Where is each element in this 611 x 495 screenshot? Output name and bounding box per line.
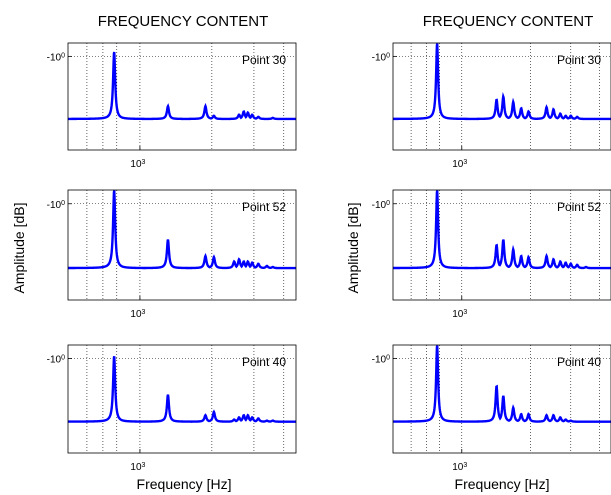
y-tick-label: -100 <box>372 52 390 64</box>
chart-panel: 103 -100 Point 40 <box>372 344 611 474</box>
chart-panel: 103 -100 Point 30 <box>47 42 297 171</box>
y-tick-label: -100 <box>47 354 65 366</box>
x-tick-label: 103 <box>452 462 467 474</box>
point-label: Point 30 <box>242 53 286 67</box>
series-line <box>68 51 296 121</box>
x-tick-label: 103 <box>452 309 467 321</box>
series-line <box>393 43 611 121</box>
right-y-axis-label: Amplitude [dB] <box>345 202 361 293</box>
point-label: Point 52 <box>242 200 286 214</box>
x-tick-label: 103 <box>452 159 467 171</box>
axes-frame <box>67 189 297 301</box>
axes-frame <box>392 189 611 301</box>
right-column-title: FREQUENCY CONTENT <box>423 13 594 30</box>
x-tick-label: 103 <box>130 309 145 321</box>
y-tick-label: -100 <box>47 199 65 211</box>
chart-panel: 103 -100 Point 52 <box>372 189 611 321</box>
series-line <box>68 190 296 270</box>
y-tick-label: -100 <box>372 354 390 366</box>
axes-frame <box>392 42 611 151</box>
point-label: Point 40 <box>242 355 286 369</box>
point-label: Point 30 <box>557 53 601 67</box>
left-y-axis-label: Amplitude [dB] <box>11 202 27 293</box>
point-label: Point 40 <box>557 355 601 369</box>
y-tick-label: -100 <box>372 199 390 211</box>
x-tick-label: 103 <box>130 159 145 171</box>
chart-panel: 103 -100 Point 52 <box>47 189 297 321</box>
left-column-title: FREQUENCY CONTENT <box>98 13 269 30</box>
x-tick-label: 103 <box>130 462 145 474</box>
y-tick-label: -100 <box>47 52 65 64</box>
point-label: Point 52 <box>557 200 601 214</box>
left-x-axis-label: Frequency [Hz] <box>137 476 232 492</box>
chart-panel: 103 -100 Point 30 <box>372 42 611 171</box>
chart-panels: 103 -100 Point 30 103 -100 Point 52 103 -100 Poi… <box>47 42 611 474</box>
right-x-axis-label: Frequency [Hz] <box>455 476 550 492</box>
axes-frame <box>67 344 297 454</box>
chart-panel: 103 -100 Point 40 <box>47 344 297 474</box>
series-line <box>393 345 611 423</box>
axes-frame <box>392 344 611 454</box>
series-line <box>68 356 296 423</box>
axes-frame <box>67 42 297 151</box>
series-line <box>393 190 611 270</box>
